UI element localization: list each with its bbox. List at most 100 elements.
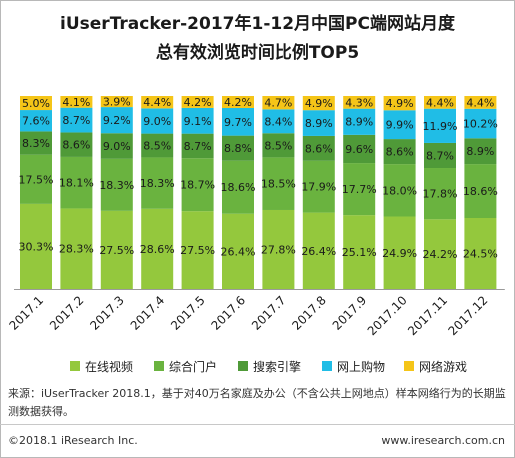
bar-segment-2017-3-s1	[100, 158, 133, 211]
data-label-2017-12-s4: 4.4%	[466, 96, 494, 109]
bar-segment-2017-2-s0	[60, 208, 93, 289]
legend-label: 综合门户	[169, 359, 218, 374]
x-tick-label-2017-6: 2017.6	[209, 293, 249, 333]
data-label-2017-9-s2: 9.6%	[345, 143, 373, 156]
data-label-2017-4-s0: 28.6%	[140, 243, 175, 256]
data-label-2017-3-s1: 18.3%	[99, 179, 134, 192]
data-label-2017-4-s3: 9.0%	[143, 115, 171, 128]
bar-segment-2017-6-s4	[222, 96, 254, 108]
data-label-2017-1-s2: 8.3%	[22, 137, 50, 150]
chart-title-line2: 总有效浏览时间比例TOP5	[155, 43, 360, 63]
legend-swatch	[70, 361, 80, 371]
data-label-2017-2-s0: 28.3%	[59, 243, 94, 256]
chart-legend: 在线视频 综合门户 搜索引擎 网上购物 网络游戏	[0, 356, 515, 376]
data-label-2017-10-s3: 9.9%	[386, 119, 414, 132]
data-label-2017-4-s1: 18.3%	[140, 177, 175, 190]
bar-segment-2017-10-s2	[383, 139, 416, 165]
bar-segment-2017-10-s0	[383, 216, 416, 289]
bar-segment-2017-2-s1	[60, 156, 93, 209]
data-label-2017-8-s3: 8.9%	[305, 117, 333, 130]
data-label-2017-1-s1: 17.5%	[19, 173, 54, 186]
data-label-2017-6-s4: 4.2%	[224, 96, 252, 109]
bar-segment-2017-1-s3	[20, 110, 52, 132]
bar-segment-2017-1-s0	[20, 203, 52, 289]
legend-item-online-video: 在线视频	[70, 356, 133, 376]
bar-segment-2017-7-s1	[262, 157, 295, 210]
bar-segment-2017-9-s0	[343, 215, 376, 289]
bar-segment-2017-3-s2	[100, 133, 133, 159]
data-label-2017-8-s4: 4.9%	[305, 97, 333, 110]
data-label-2017-4-s2: 8.5%	[143, 140, 171, 153]
x-tick-label-2017-3: 2017.3	[87, 293, 127, 333]
chart-title-line1: iUserTracker-2017年1-12月中国PC端网站月度	[60, 14, 455, 34]
bar-segment-2017-9-s2	[343, 134, 376, 164]
footer-divider	[0, 424, 515, 425]
bar-segment-2017-11-s0	[424, 219, 456, 289]
bar-segment-2017-11-s4	[424, 96, 456, 109]
data-label-2017-10-s2: 8.6%	[386, 146, 414, 159]
bar-segment-2017-8-s0	[302, 212, 335, 289]
data-label-2017-5-s4: 4.2%	[184, 96, 212, 109]
bar-segment-2017-2-s4	[60, 96, 93, 108]
data-label-2017-9-s1: 17.7%	[342, 183, 377, 196]
data-label-2017-3-s3: 9.2%	[103, 114, 131, 127]
copyright-text: ©2018.1 iResearch Inc.	[8, 434, 138, 447]
data-label-2017-3-s4: 3.9%	[103, 96, 131, 109]
bar-segment-2017-8-s3	[302, 110, 335, 136]
data-label-2017-8-s0: 26.4%	[301, 245, 336, 258]
x-tick-label-2017-5: 2017.5	[168, 293, 208, 333]
data-label-2017-7-s3: 8.4%	[264, 115, 292, 128]
bar-segment-2017-1-s1	[20, 154, 52, 204]
bar-segment-2017-6-s3	[222, 107, 254, 136]
data-label-2017-5-s0: 27.5%	[180, 244, 215, 257]
data-label-2017-7-s4: 4.7%	[264, 97, 292, 110]
bar-segment-2017-8-s1	[302, 160, 335, 213]
data-label-2017-12-s2: 8.9%	[466, 145, 494, 158]
website-url: www.iresearch.com.cn	[381, 434, 505, 447]
x-tick-label-2017-4: 2017.4	[128, 293, 168, 333]
bar-segment-2017-3-s3	[100, 107, 133, 134]
bar-segment-2017-8-s4	[302, 96, 335, 111]
source-note: 来源：iUserTracker 2018.1，基于对40万名家庭及办公（不含公共…	[8, 387, 506, 418]
bar-segment-2017-5-s3	[181, 107, 214, 134]
data-label-2017-5-s1: 18.7%	[180, 179, 215, 192]
legend-item-search: 搜索引擎	[238, 356, 301, 376]
data-label-2017-6-s3: 9.7%	[224, 116, 252, 129]
bar-segment-2017-4-s0	[141, 208, 174, 289]
bar-segment-2017-2-s2	[60, 132, 93, 157]
bar-segment-2017-11-s2	[424, 142, 456, 169]
x-tick-label-2017-8: 2017.8	[289, 293, 329, 333]
data-label-2017-11-s4: 4.4%	[426, 96, 454, 109]
bar-segment-2017-12-s3	[464, 108, 497, 139]
data-label-2017-12-s0: 24.5%	[463, 248, 498, 261]
bar-segment-2017-4-s2	[141, 133, 174, 158]
data-label-2017-11-s2: 8.7%	[426, 149, 454, 162]
bar-segment-2017-11-s3	[424, 108, 456, 143]
bar-segment-2017-7-s4	[262, 96, 295, 110]
data-label-2017-2-s4: 4.1%	[62, 96, 90, 109]
data-label-2017-6-s1: 18.6%	[221, 181, 256, 194]
data-label-2017-7-s2: 8.5%	[264, 139, 292, 152]
bar-segment-2017-10-s4	[383, 96, 416, 111]
bar-segment-2017-12-s4	[464, 96, 497, 109]
data-label-2017-10-s1: 18.0%	[382, 184, 417, 197]
bar-segment-2017-4-s4	[141, 96, 174, 109]
data-label-2017-2-s2: 8.6%	[62, 139, 90, 152]
bar-segment-2017-9-s1	[343, 163, 376, 216]
legend-swatch	[154, 361, 164, 371]
bar-segment-2017-6-s0	[222, 213, 254, 289]
bar-segment-2017-12-s0	[464, 218, 497, 289]
bar-segment-2017-6-s2	[222, 135, 254, 161]
bar-segment-2017-9-s4	[343, 96, 376, 109]
bar-segment-2017-7-s3	[262, 109, 295, 134]
bar-segment-2017-9-s3	[343, 108, 376, 135]
data-label-2017-11-s1: 17.8%	[423, 188, 458, 201]
bar-segment-2017-7-s0	[262, 209, 295, 289]
data-label-2017-8-s1: 17.9%	[301, 181, 336, 194]
data-label-2017-10-s0: 24.9%	[382, 247, 417, 260]
bar-segment-2017-5-s2	[181, 133, 214, 159]
bar-segment-2017-3-s0	[100, 210, 133, 289]
x-tick-label-2017-2: 2017.2	[47, 293, 87, 333]
data-label-2017-12-s1: 18.6%	[463, 185, 498, 198]
bar-segment-2017-4-s1	[141, 157, 174, 209]
